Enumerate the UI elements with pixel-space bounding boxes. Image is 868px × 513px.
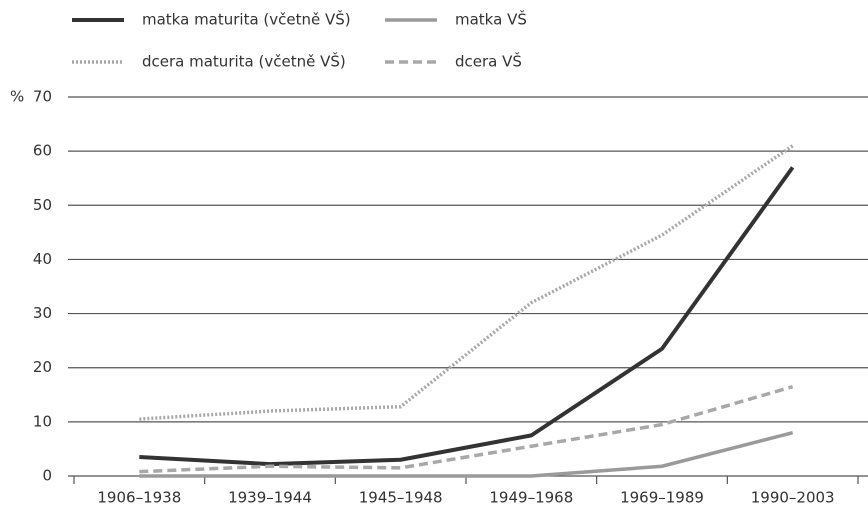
series-line	[139, 144, 794, 421]
x-tick-label: 1945–1948	[359, 489, 443, 507]
y-tick-label: 0	[42, 467, 52, 485]
x-tick-label: 1990–2003	[751, 489, 835, 507]
y-tick-label: 10	[33, 412, 52, 430]
x-tick-label: 1939–1944	[228, 489, 312, 507]
y-tick-label: 40	[33, 250, 52, 268]
legend-label: dcera VŠ	[455, 52, 522, 71]
y-tick-label: 30	[33, 304, 52, 322]
legend-label: matka VŠ	[455, 10, 527, 29]
y-tick-label: 20	[33, 358, 52, 376]
series-line	[139, 430, 794, 478]
y-tick-label: 70	[33, 88, 52, 106]
legend-label: matka maturita (včetně VŠ)	[142, 10, 351, 29]
series-line	[139, 384, 794, 474]
x-tick-label: 1949–1968	[489, 489, 573, 507]
series-line	[139, 166, 795, 467]
legend-label: dcera maturita (včetně VŠ)	[142, 52, 346, 71]
y-axis-label: %	[10, 88, 24, 106]
x-tick-label: 1969–1989	[620, 489, 704, 507]
y-tick-label: 50	[33, 196, 52, 214]
y-tick-label: 60	[33, 142, 52, 160]
x-tick-label: 1906–1938	[97, 489, 181, 507]
